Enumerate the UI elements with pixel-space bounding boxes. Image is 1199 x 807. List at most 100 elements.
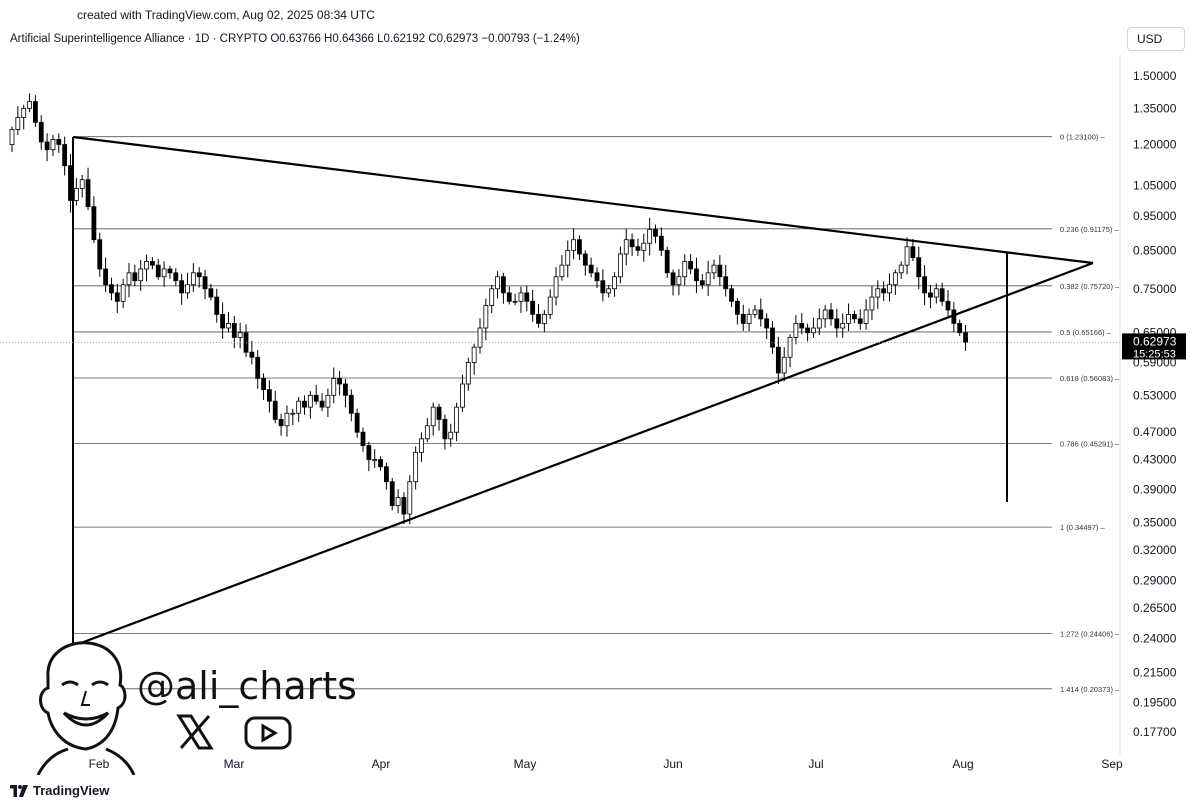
bar-countdown: 15:25:53 (1133, 348, 1176, 360)
candle-body (343, 383, 348, 396)
candle-body (933, 288, 939, 298)
y-tick-label: 0.17700 (1133, 725, 1177, 739)
candle-body (436, 406, 442, 420)
tradingview-logo-icon (10, 784, 28, 797)
candle-body (518, 292, 524, 302)
candle-body (840, 322, 846, 329)
candle-body (869, 296, 875, 311)
candle-body (190, 272, 196, 286)
candle-body (863, 309, 869, 324)
candle-body (717, 264, 723, 278)
candle-body (898, 264, 904, 274)
candle-body (383, 466, 389, 483)
candle-body (85, 179, 91, 208)
candle-body (676, 276, 682, 286)
candle-body (752, 309, 758, 315)
x-tick-label: May (514, 757, 537, 771)
youtube-play-icon (244, 716, 292, 750)
candle-body (916, 257, 922, 278)
candle-body (9, 129, 15, 145)
candle-body (787, 337, 793, 358)
candle-body (167, 268, 173, 274)
fib-level-label: 1.414 (0.20373) – (1060, 685, 1120, 694)
candle-body (91, 206, 97, 241)
candle-body (536, 313, 541, 324)
candle-body (144, 260, 149, 270)
candle-body (653, 229, 658, 237)
candle-body (922, 276, 927, 294)
currency-button[interactable]: USD (1127, 27, 1185, 51)
candle-body (307, 394, 313, 408)
fib-level-label: 0.236 (0.91175) – (1060, 225, 1119, 234)
y-tick-label: 0.32000 (1133, 543, 1177, 557)
y-tick-label: 0.85000 (1133, 243, 1177, 257)
candle-body (50, 139, 56, 151)
candle-body (38, 121, 44, 143)
candle-body (284, 412, 290, 427)
fib-level-label: 1 (0.34497) – (1060, 523, 1105, 532)
candle-body (805, 327, 810, 334)
candle-body (729, 288, 734, 302)
candle-body (963, 332, 968, 343)
candle-body (957, 322, 963, 334)
candle-body (618, 253, 623, 278)
candle-body (852, 313, 857, 320)
candle-body (448, 431, 454, 440)
candle-body (588, 264, 594, 274)
candle-body (372, 459, 378, 461)
candle-body (594, 272, 600, 282)
candle-body (500, 276, 506, 294)
candle-body (846, 313, 851, 324)
candle-body (735, 300, 740, 315)
candle-body (354, 412, 360, 433)
candle-body (266, 389, 272, 402)
candle-body (857, 318, 863, 324)
candle-body (97, 239, 103, 270)
y-tick-label: 0.53000 (1133, 388, 1177, 402)
candle-body (419, 438, 424, 453)
candle-body (793, 322, 799, 338)
x-tick-label: Mar (224, 757, 245, 771)
triangle-lower-trendline (72, 261, 1094, 648)
y-tick-label: 0.19500 (1133, 695, 1177, 709)
candle-body (524, 292, 530, 302)
candle-body (939, 288, 945, 302)
candle-body (331, 378, 337, 396)
candle-body (454, 406, 460, 433)
y-tick-label: 0.24000 (1133, 632, 1177, 646)
candle-body (103, 268, 108, 286)
candle-body (389, 481, 395, 507)
y-tick-label: 0.75000 (1133, 282, 1177, 296)
candle-body (56, 139, 62, 145)
tradingview-brand[interactable]: TradingView (10, 783, 109, 798)
candle-body (682, 260, 688, 278)
candle-body (641, 242, 647, 251)
candle-body (465, 362, 471, 385)
candle-body (600, 280, 606, 294)
fib-level-label: 0.5 (0.65166) – (1060, 328, 1112, 337)
candle-body (401, 497, 407, 515)
candle-body (723, 276, 729, 290)
candle-body (442, 419, 448, 440)
candle-body (945, 300, 951, 311)
symbol-info-line: Artificial Superintelligence Alliance · … (10, 33, 580, 45)
candle-body (255, 356, 261, 379)
candle-body (261, 378, 266, 391)
candle-body (811, 327, 816, 334)
candle-body (582, 253, 588, 266)
candle-body (337, 378, 343, 385)
candle-body (290, 412, 296, 415)
candle-body (623, 239, 629, 255)
candle-body (226, 322, 231, 329)
candle-body (489, 288, 495, 306)
candle-body (705, 272, 711, 286)
candle-body (161, 268, 167, 278)
y-tick-label: 1.50000 (1133, 69, 1177, 83)
candle-body (816, 318, 822, 329)
candle-body (109, 284, 114, 294)
y-tick-label: 0.39000 (1133, 483, 1177, 497)
candle-body (746, 313, 752, 324)
candle-body (272, 400, 278, 420)
candle-body (413, 452, 419, 483)
